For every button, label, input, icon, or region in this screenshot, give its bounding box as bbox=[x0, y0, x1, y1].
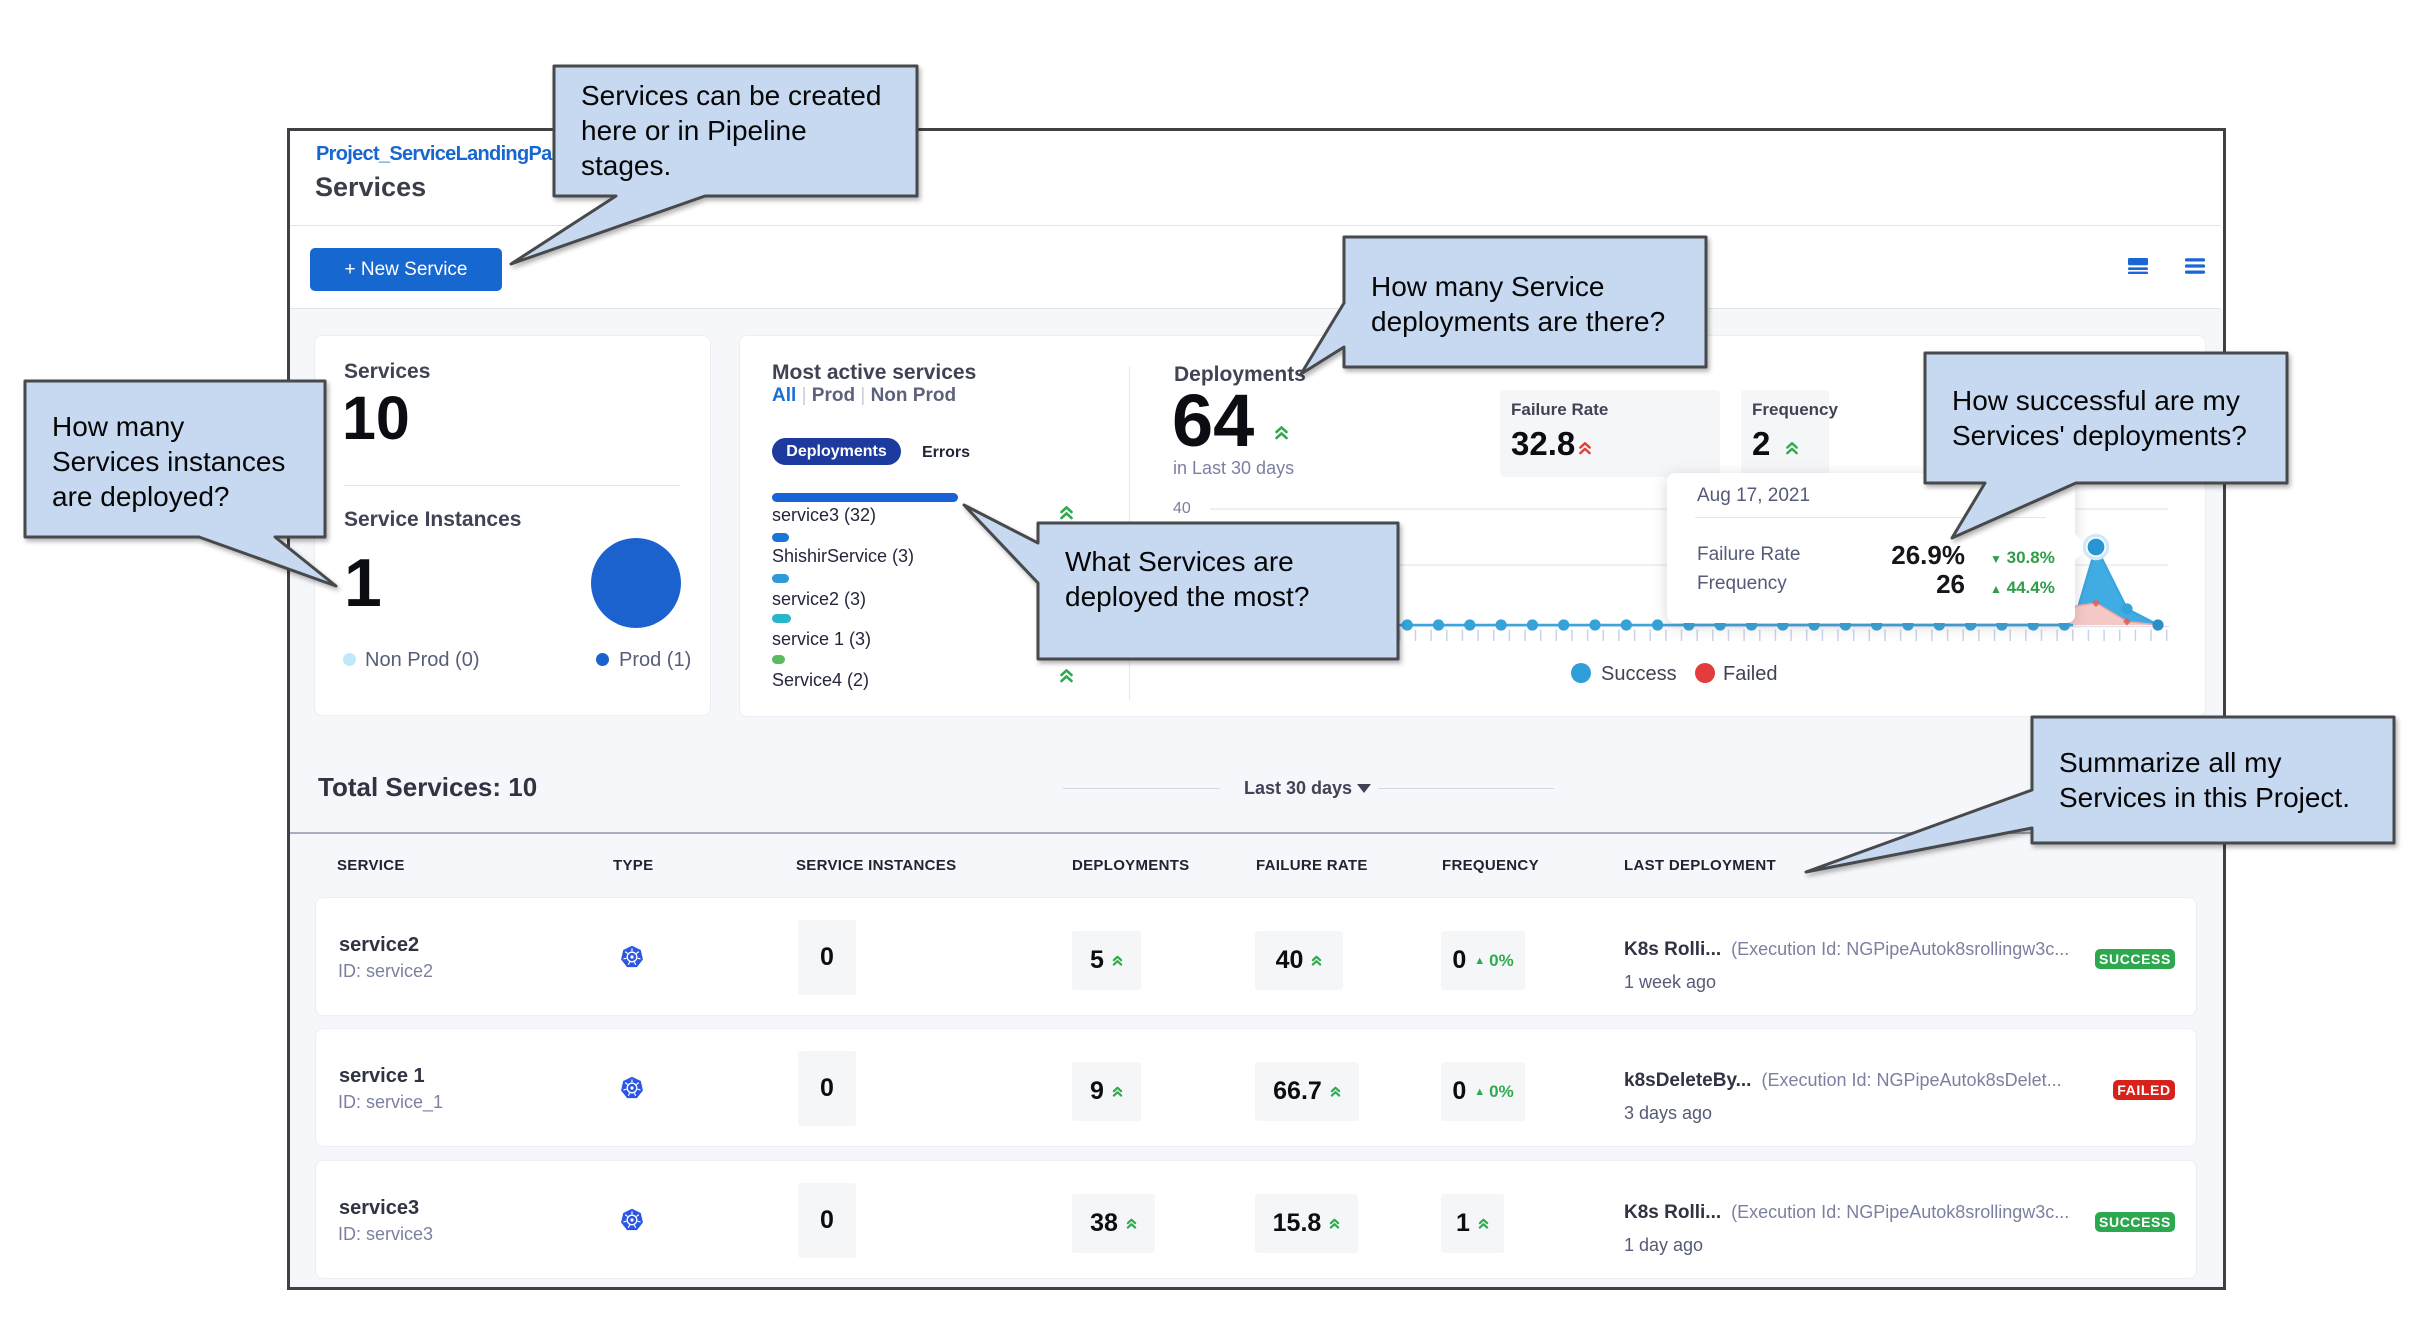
svg-text:Success: Success bbox=[1601, 663, 1677, 685]
svg-text:Failed: Failed bbox=[1723, 663, 1777, 685]
